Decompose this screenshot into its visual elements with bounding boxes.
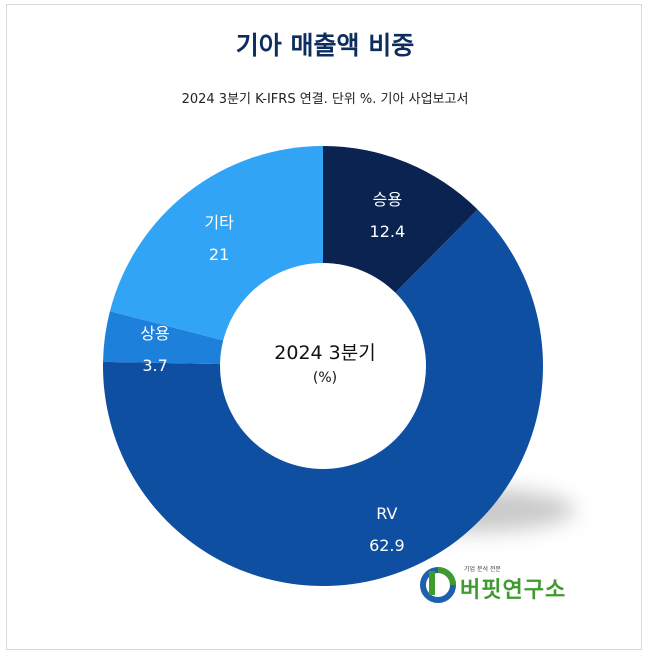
logo-name: 버핏연구소 (460, 578, 567, 603)
slice-label-2: 상용 (140, 324, 169, 343)
slice-value-0: 12.4 (370, 222, 406, 241)
slice-value-2: 3.7 (142, 356, 167, 375)
slice-label-0: 승용 (373, 190, 402, 209)
chart-frame (6, 4, 642, 650)
center-label: 2024 3분기 (274, 342, 375, 364)
slice-label-3: 기타 (204, 213, 234, 232)
center-unit-label: (%) (313, 370, 337, 386)
slice-value-1: 62.9 (369, 536, 405, 555)
logo-tagline: 기업 분석 전문 (464, 566, 501, 573)
logo: 기업 분석 전문 버핏연구소 (418, 560, 568, 608)
chart-title: 기아 매출액 비중 (235, 31, 415, 60)
slice-value-3: 21 (209, 245, 229, 264)
donut-hole (220, 263, 426, 469)
slice-labels: 승용 12.4 RV 62.9 상용 3.7 기타 21 (140, 190, 405, 555)
logo-mark-icon (420, 567, 456, 603)
slice-label-1: RV (376, 504, 397, 523)
chart-subtitle: 2024 3분기 K-IFRS 연결. 단위 %. 기아 사업보고서 (181, 92, 469, 107)
